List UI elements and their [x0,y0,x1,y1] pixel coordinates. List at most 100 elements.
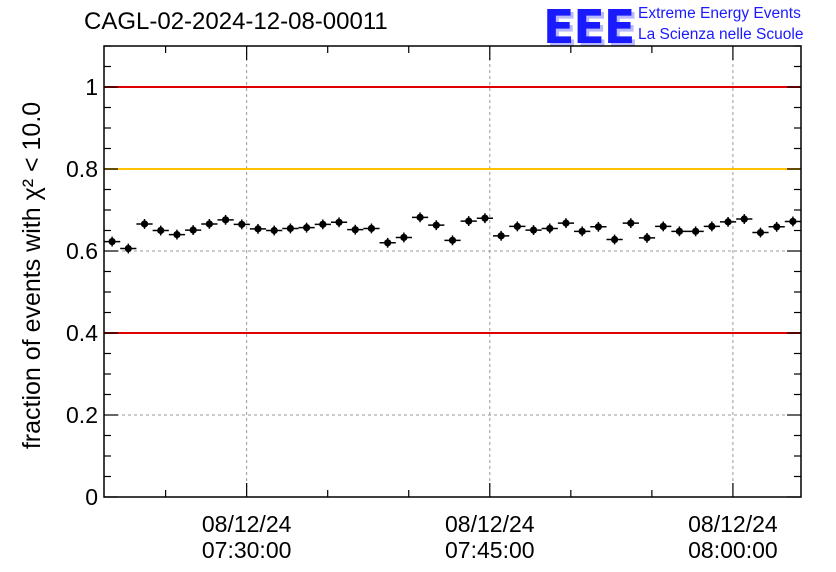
point-marker [189,226,197,234]
data-point [687,226,704,237]
point-marker [578,227,586,235]
x-tick-label-time: 07:45:00 [445,537,535,563]
data-point [638,232,656,243]
point-marker [513,222,521,230]
point-marker [546,224,554,233]
point-marker [416,213,424,221]
data-point [266,225,283,236]
point-marker [465,217,473,225]
point-marker [432,221,440,229]
data-point [784,216,801,227]
y-tick-label: 0.4 [66,320,98,346]
y-tick-label: 0.6 [66,238,98,264]
point-marker [448,236,457,244]
data-point [428,220,445,231]
point-marker [740,215,748,223]
data-point [120,243,137,254]
data-point [136,219,153,229]
point-marker [659,222,667,230]
data-point [671,226,688,237]
data-point [168,229,186,240]
point-marker [789,217,797,226]
point-marker [610,235,619,244]
data-point [574,226,591,237]
x-tick-label-time: 07:30:00 [202,537,292,563]
point-marker [108,237,116,246]
data-point [460,216,477,226]
point-marker [400,233,408,242]
data-point [185,225,202,236]
point-marker [303,224,311,232]
point-marker [238,220,246,228]
y-tick-label: 0.8 [66,156,98,182]
point-marker [254,225,262,233]
x-tick-label-date: 08/12/24 [202,511,292,537]
data-point [703,221,720,232]
logo-line-1: Extreme Energy Events [638,5,801,22]
data-point [201,219,218,229]
point-marker [594,223,602,231]
y-axis-label: fraction of events with χ² < 10.0 [18,102,46,449]
y-tick-label: 0.2 [66,402,98,428]
point-marker [367,224,376,233]
point-marker [221,216,230,224]
point-marker [286,224,295,233]
data-point [557,218,575,229]
data-point [395,232,412,243]
point-marker [140,220,149,228]
data-point [606,234,623,245]
point-marker [773,223,781,231]
plot-frame [103,45,802,498]
data-point [476,213,494,224]
data-point [104,236,121,247]
data-point [541,223,558,234]
logo-line-2: La Scienza nelle Scuole [638,26,804,43]
data-point [249,223,267,234]
y-tick-label: 0 [85,484,98,510]
eee-logo: EEE Extreme Energy Events La Scienza nel… [543,0,833,54]
point-marker [173,231,181,239]
point-marker [724,218,732,226]
logo-mark: EEE [543,0,635,54]
point-marker [643,234,651,242]
point-marker [351,226,359,234]
data-point [233,219,250,230]
data-point [347,224,364,235]
point-marker [692,227,700,235]
data-point [330,217,348,228]
point-marker [205,220,213,228]
x-tick-label-date: 08/12/24 [688,511,778,537]
point-marker [124,244,132,253]
data-point [622,218,639,229]
x-axis: 08/12/2407:30:0008/12/2407:45:0008/12/24… [164,46,778,563]
data-point [509,221,526,232]
point-marker [481,214,489,222]
point-marker [562,219,570,227]
data-point [719,216,737,227]
point-marker [384,239,392,247]
point-marker [529,226,538,234]
data-point [411,212,429,223]
grid-lines [104,46,801,497]
data-point [217,214,234,225]
point-marker [157,226,165,235]
data-point [493,230,510,241]
point-marker [270,226,278,235]
data-point [768,221,785,232]
y-axis: 0 0.2 0.4 0.6 0.8 1 [66,45,801,510]
data-point [655,221,672,232]
data-point [282,223,299,234]
data-point [298,222,315,233]
point-marker [675,227,684,235]
y-tick-label: 1 [85,74,98,100]
data-point [379,237,396,248]
data-points [104,212,801,254]
point-marker [756,228,765,237]
point-marker [627,219,635,227]
data-point [314,219,331,230]
data-point [752,227,769,238]
reference-lines [104,86,801,334]
data-point [444,235,461,246]
point-marker [335,218,343,226]
